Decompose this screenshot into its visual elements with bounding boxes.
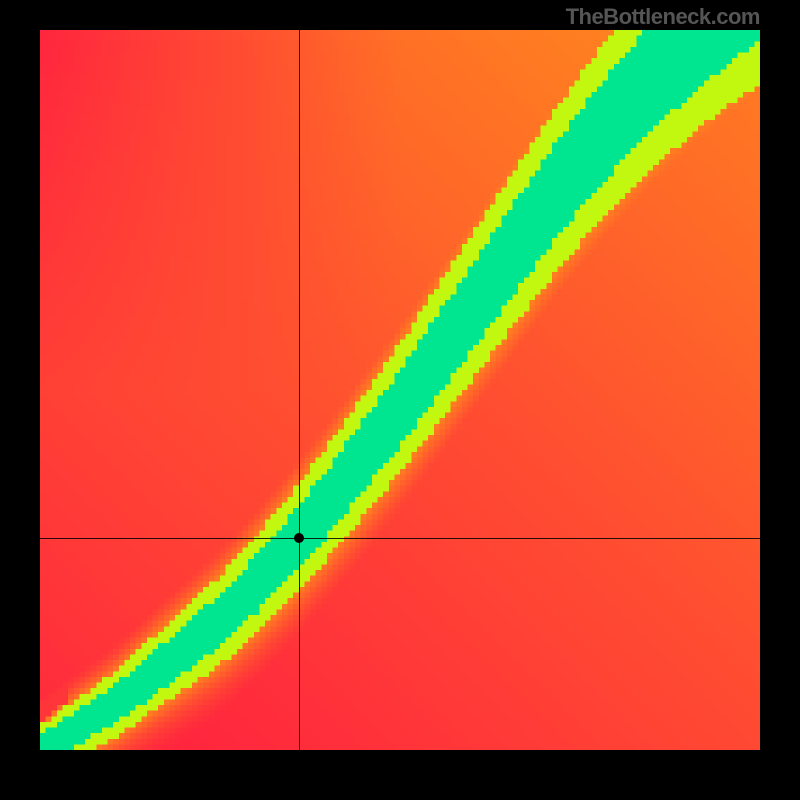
crosshair-vertical <box>299 30 300 750</box>
heatmap-canvas <box>40 30 760 750</box>
watermark-text: TheBottleneck.com <box>566 4 760 30</box>
data-point-marker <box>294 533 304 543</box>
crosshair-horizontal <box>40 538 760 539</box>
heatmap-plot <box>40 30 760 750</box>
